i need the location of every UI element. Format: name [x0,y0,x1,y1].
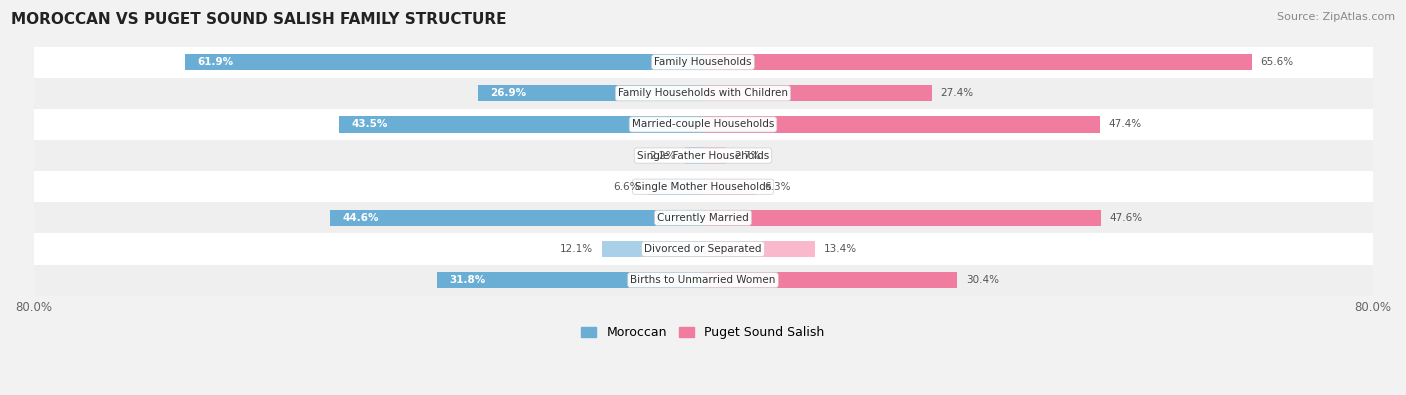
Bar [703,210,1101,226]
Bar [34,202,1372,233]
Text: 13.4%: 13.4% [824,244,856,254]
Bar [330,210,703,226]
Bar [34,78,1372,109]
Text: Family Households: Family Households [654,57,752,67]
Bar [602,241,703,257]
Text: 2.7%: 2.7% [734,150,761,160]
Bar [648,179,703,195]
Text: 6.6%: 6.6% [613,182,640,192]
Bar [703,241,815,257]
Legend: Moroccan, Puget Sound Salish: Moroccan, Puget Sound Salish [576,321,830,344]
Text: Single Mother Households: Single Mother Households [636,182,770,192]
Text: 47.4%: 47.4% [1108,119,1142,130]
Text: Divorced or Separated: Divorced or Separated [644,244,762,254]
Bar [34,171,1372,202]
Text: 27.4%: 27.4% [941,88,974,98]
Bar [478,85,703,102]
Text: Family Households with Children: Family Households with Children [619,88,787,98]
Text: 65.6%: 65.6% [1260,57,1294,67]
Text: 26.9%: 26.9% [491,88,527,98]
Text: Currently Married: Currently Married [657,213,749,223]
Text: 30.4%: 30.4% [966,275,998,285]
Text: 6.3%: 6.3% [763,182,790,192]
Bar [339,117,703,132]
Text: 12.1%: 12.1% [560,244,593,254]
Bar [703,147,725,164]
Text: Births to Unmarried Women: Births to Unmarried Women [630,275,776,285]
Text: 44.6%: 44.6% [342,213,378,223]
Bar [703,179,755,195]
Text: 61.9%: 61.9% [197,57,233,67]
Bar [703,272,957,288]
Text: 43.5%: 43.5% [352,119,388,130]
Text: Source: ZipAtlas.com: Source: ZipAtlas.com [1277,12,1395,22]
Text: Single Father Households: Single Father Households [637,150,769,160]
Text: 2.2%: 2.2% [650,150,676,160]
Bar [685,147,703,164]
Bar [437,272,703,288]
Bar [34,233,1372,265]
Bar [703,117,1099,132]
Bar [34,109,1372,140]
Bar [34,265,1372,295]
Bar [703,54,1251,70]
Bar [186,54,703,70]
Bar [703,85,932,102]
Text: Married-couple Households: Married-couple Households [631,119,775,130]
Text: MOROCCAN VS PUGET SOUND SALISH FAMILY STRUCTURE: MOROCCAN VS PUGET SOUND SALISH FAMILY ST… [11,12,506,27]
Bar [34,140,1372,171]
Text: 31.8%: 31.8% [450,275,485,285]
Bar [34,47,1372,78]
Text: 47.6%: 47.6% [1109,213,1143,223]
